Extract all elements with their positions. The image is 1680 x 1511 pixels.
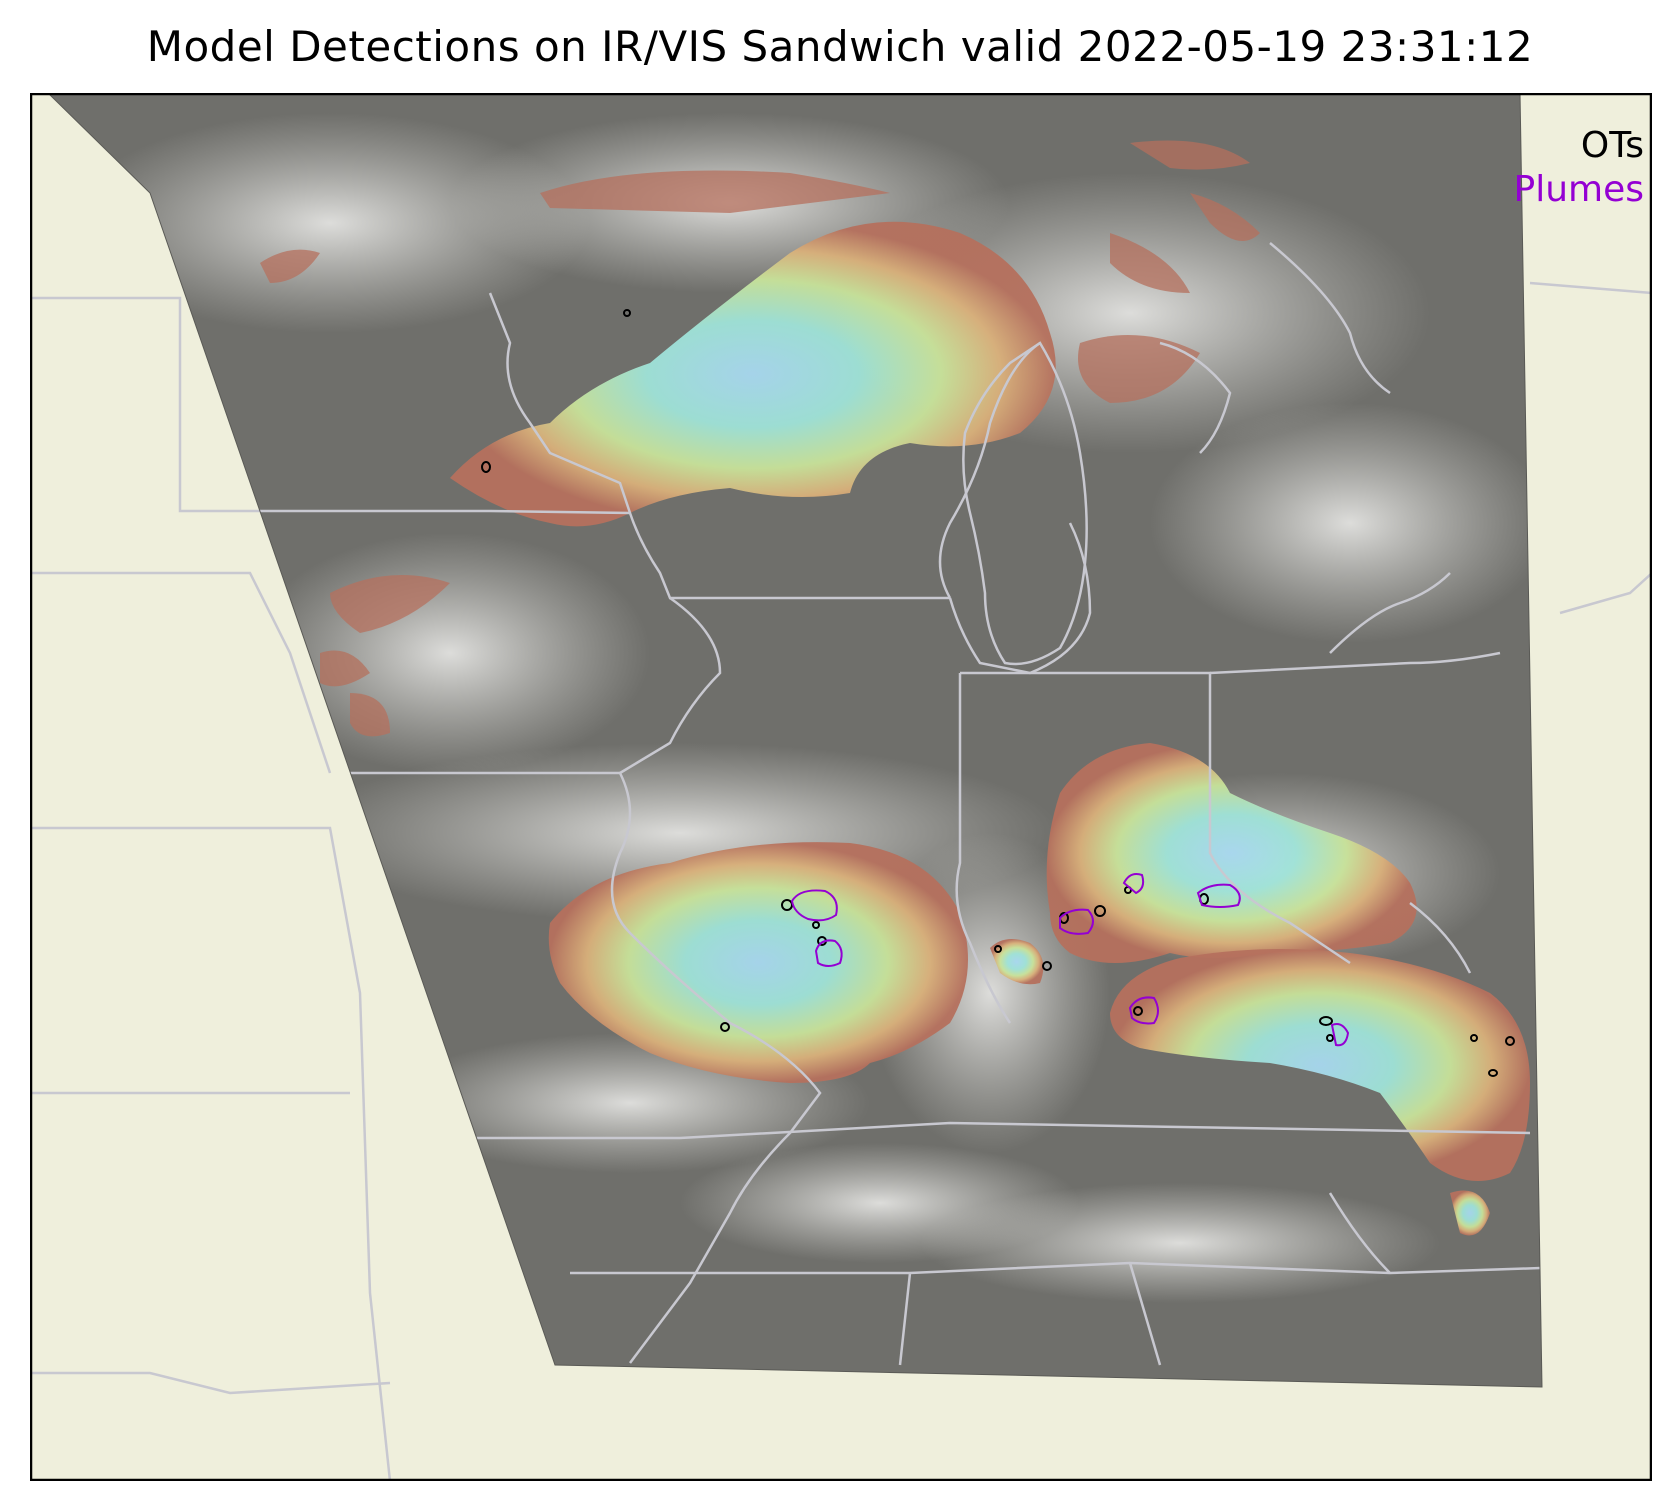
plume-contour <box>1128 996 1159 1025</box>
ot-marker <box>1505 1036 1515 1046</box>
plume-contour <box>1196 883 1241 908</box>
anvil-north <box>450 221 1056 527</box>
ot-marker <box>1488 1069 1498 1077</box>
cirrus-patches <box>260 140 1260 737</box>
plume-detections <box>790 873 1350 1047</box>
ot-marker <box>720 1022 730 1032</box>
anvil-south-tail <box>1450 1190 1490 1236</box>
ot-marker <box>1042 961 1052 971</box>
swath-edge <box>47 93 1543 1388</box>
plume-contour <box>1059 908 1094 935</box>
legend-plumes: Plumes <box>1513 169 1645 210</box>
state-boundaries <box>230 242 1542 1366</box>
plume-contour <box>1330 1023 1350 1047</box>
legend: OTs Plumes <box>1514 124 1645 212</box>
anvil-central <box>548 842 968 1083</box>
ot-marker <box>1094 905 1106 917</box>
ot-marker <box>994 945 1002 953</box>
satellite-map <box>30 93 1652 1481</box>
ot-marker <box>481 461 491 473</box>
plume-contour <box>814 939 843 967</box>
plume-contour <box>790 889 838 922</box>
ot-marker <box>1319 1016 1333 1026</box>
ot-marker <box>812 921 820 929</box>
anvil-small-west <box>990 939 1044 985</box>
axes-frame <box>30 93 1652 1481</box>
storm-anvils <box>450 221 1530 1236</box>
plume-contour <box>1122 873 1145 895</box>
lake-michigan-outline <box>962 341 1088 666</box>
anvil-east <box>1046 743 1417 963</box>
anvil-southeast <box>1110 949 1530 1181</box>
ot-marker <box>1326 1034 1334 1042</box>
ot-detections <box>481 309 1515 1077</box>
ot-marker <box>1470 1034 1478 1042</box>
ot-marker <box>623 309 631 317</box>
state-boundaries-background <box>30 281 1652 1481</box>
map-title: Model Detections on IR/VIS Sandwich vali… <box>146 22 1534 71</box>
legend-ots: OTs <box>1580 125 1644 166</box>
ot-marker <box>1133 1006 1143 1016</box>
